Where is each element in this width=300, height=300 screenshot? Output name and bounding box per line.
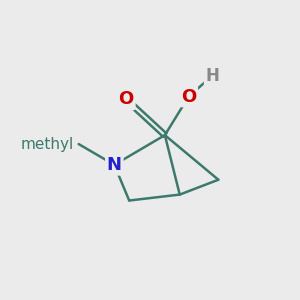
Text: N: N (107, 156, 122, 174)
Text: methyl: methyl (21, 136, 74, 152)
Text: O: O (118, 91, 134, 109)
Text: H: H (206, 67, 219, 85)
Text: O: O (181, 88, 196, 106)
